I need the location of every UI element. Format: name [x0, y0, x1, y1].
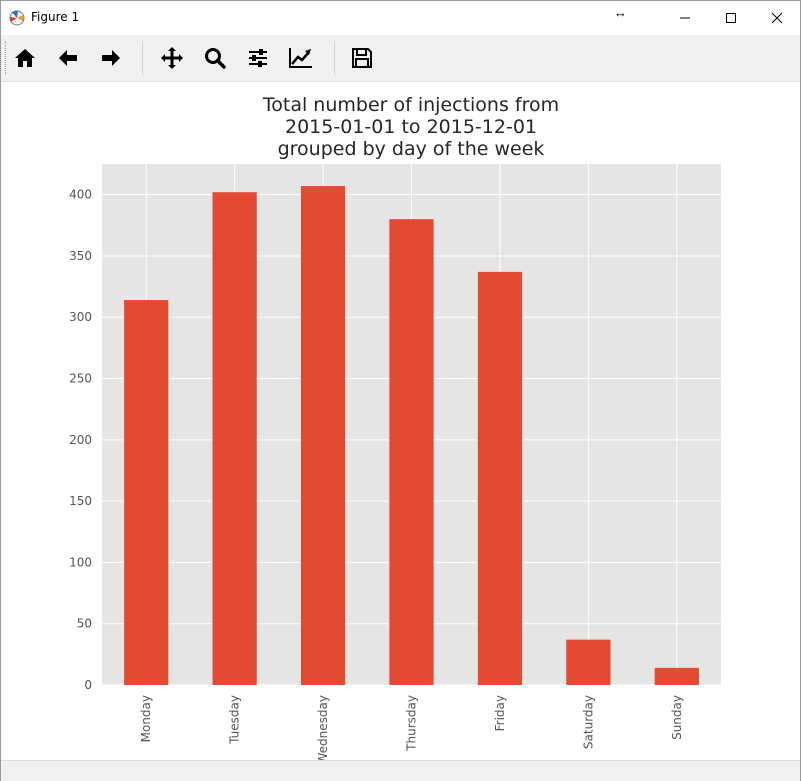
close-button[interactable] [754, 1, 800, 35]
configure-subplots-button[interactable] [242, 42, 274, 74]
x-tick-label: Sunday [670, 695, 684, 740]
minimize-button[interactable] [662, 1, 708, 35]
y-tick-label: 0 [84, 678, 92, 692]
chart-title-line: 2015-01-01 to 2015-12-01 [285, 116, 537, 138]
y-tick-label: 300 [69, 310, 92, 324]
maximize-button[interactable] [708, 1, 754, 35]
x-tick-label: Wednesday [316, 695, 330, 760]
y-tick-label: 350 [69, 249, 92, 263]
y-tick-label: 250 [69, 372, 92, 386]
zoom-button[interactable] [199, 42, 231, 74]
toolbar-grip[interactable] [5, 41, 8, 75]
forward-button[interactable] [95, 42, 127, 74]
bar-thursday [389, 219, 434, 685]
x-tick-label: Tuesday [228, 695, 242, 745]
x-tick-label: Friday [493, 695, 507, 731]
x-tick-label: Monday [139, 695, 153, 742]
edit-axis-icon [289, 48, 312, 68]
home-button[interactable] [9, 42, 41, 74]
home-icon [15, 49, 35, 67]
y-tick-label: 400 [69, 188, 92, 202]
bar-tuesday [212, 192, 257, 685]
minimize-icon [680, 17, 690, 19]
x-tick-label: Saturday [581, 695, 595, 749]
window-title: Figure 1 [31, 10, 80, 24]
pan-icon [161, 47, 183, 69]
maximize-icon [726, 13, 736, 23]
toolbar-separator [334, 41, 335, 75]
toolbar-separator [142, 41, 143, 75]
configure-subplots-icon [249, 49, 267, 67]
resize-cursor-icon: ↔ [614, 5, 627, 20]
y-tick-label: 150 [69, 494, 92, 508]
y-tick-label: 50 [77, 617, 92, 631]
bar-monday [124, 300, 169, 685]
title-bar: Figure 1 ↔ [1, 1, 800, 35]
navigation-toolbar [1, 35, 800, 82]
pan-button[interactable] [156, 42, 188, 74]
close-icon [771, 12, 783, 24]
edit-axis-button[interactable] [285, 42, 317, 74]
chart-title: Total number of injections from 2015-01-… [101, 94, 721, 160]
back-arrow-icon [59, 50, 77, 66]
matplotlib-app-icon [9, 10, 25, 26]
forward-arrow-icon [102, 50, 120, 66]
save-icon [352, 48, 372, 68]
bar-sunday [654, 667, 699, 685]
zoom-icon [205, 48, 226, 69]
status-bar [1, 760, 800, 781]
back-button[interactable] [52, 42, 84, 74]
chart-title-line: grouped by day of the week [277, 138, 545, 160]
chart-title-line: Total number of injections from [262, 94, 560, 116]
x-tick-label: Thursday [405, 695, 419, 752]
bar-friday [477, 271, 523, 685]
figure-canvas[interactable]: Total number of injections from 2015-01-… [1, 82, 800, 760]
save-button[interactable] [346, 42, 378, 74]
y-tick-label: 100 [69, 555, 92, 569]
bar-chart: 0 50 100 150 200 250 300 350 400 Monday Tuesday Wed… [69, 164, 721, 760]
bar-saturday [566, 639, 611, 685]
y-tick-label: 200 [69, 433, 92, 447]
bar-wednesday [300, 186, 346, 685]
